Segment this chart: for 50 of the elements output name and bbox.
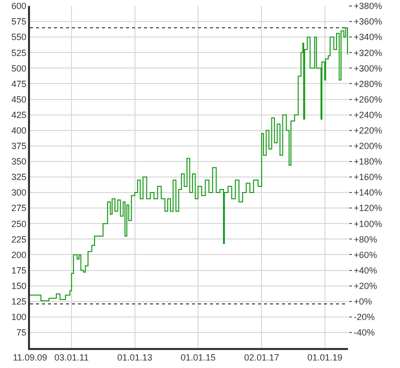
y-tick-label: 500 — [11, 63, 26, 74]
y-tick-label: 425 — [11, 110, 26, 120]
y2-tick-label: +100% — [354, 218, 382, 229]
x-tick-label: 02.01.17 — [244, 352, 280, 363]
y-tick-label: 475 — [11, 78, 26, 89]
y-tick-label: 600 — [11, 1, 26, 12]
y2-tick-label: -40% — [354, 328, 375, 338]
y2-tick-label: +180% — [354, 156, 382, 167]
x-tick-label: 01.01.13 — [117, 352, 152, 363]
y2-tick-label: +380% — [354, 1, 382, 12]
y2-tick-label: +60% — [354, 250, 378, 260]
x-tick-label: 11.09.09 — [12, 352, 48, 363]
y2-tick-label: +160% — [354, 172, 382, 182]
y-tick-label: 100 — [11, 312, 26, 322]
y-tick-label: 300 — [11, 188, 26, 198]
y2-tick-label: +140% — [354, 188, 382, 198]
y-tick-label: 350 — [11, 156, 26, 167]
y2-tick-label: +220% — [354, 126, 382, 136]
y-tick-label: 575 — [11, 16, 26, 27]
y-tick-label: 250 — [11, 218, 26, 229]
y-tick-label: 550 — [11, 32, 26, 42]
y2-tick-label: +200% — [354, 141, 382, 152]
y2-tick-label: +80% — [354, 234, 378, 244]
y-tick-label: 150 — [11, 280, 26, 291]
y2-tick-label: +0% — [354, 296, 372, 307]
y-tick-label: 200 — [11, 250, 26, 260]
y2-tick-label: +340% — [354, 32, 382, 42]
y2-tick-label: +20% — [354, 280, 378, 291]
y2-tick-label: +240% — [354, 110, 382, 120]
y2-tick-label: -20% — [354, 312, 375, 322]
y-tick-label: 525 — [11, 48, 26, 58]
x-tick-label: 03.01.11 — [54, 352, 89, 363]
x-tick-label: 01.01.15 — [180, 352, 216, 363]
y-tick-label: 400 — [11, 126, 26, 136]
y-tick-label: 325 — [11, 172, 26, 182]
y2-tick-label: +320% — [354, 48, 382, 58]
y2-tick-label: +280% — [354, 78, 382, 89]
y-tick-label: 275 — [11, 203, 26, 214]
y2-tick-label: +40% — [354, 265, 378, 276]
y2-tick-label: +120% — [354, 203, 382, 214]
y-tick-label: 75 — [16, 328, 26, 338]
y-tick-label: 375 — [11, 141, 26, 152]
y-tick-label: 450 — [11, 94, 26, 104]
x-tick-label: 01.01.19 — [307, 352, 342, 363]
y-tick-label: 125 — [11, 296, 26, 307]
y2-tick-label: +300% — [354, 63, 382, 74]
y2-tick-label: +260% — [354, 94, 382, 104]
y2-tick-label: +360% — [354, 16, 382, 27]
y-tick-label: 225 — [11, 234, 26, 244]
y-tick-label: 175 — [11, 265, 26, 276]
